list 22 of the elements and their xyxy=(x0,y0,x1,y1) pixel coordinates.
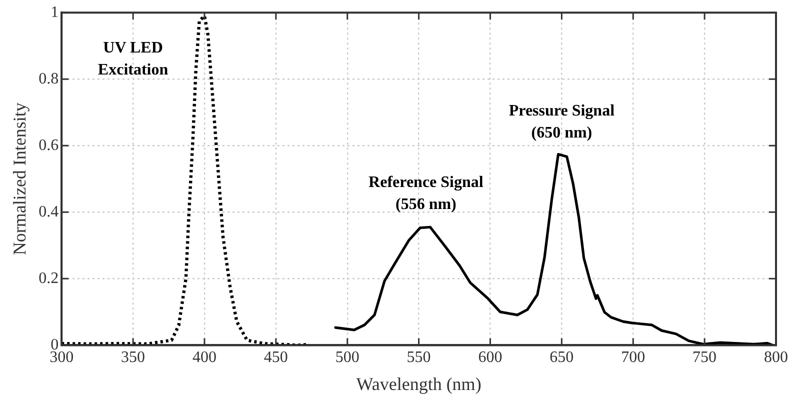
x-tick-label: 500 xyxy=(335,349,360,366)
y-tick-label: 0.6 xyxy=(38,136,59,154)
x-tick-label: 450 xyxy=(264,349,288,366)
annotation: Reference Signal (556 nm) xyxy=(368,174,484,214)
y-tick-label: 0.4 xyxy=(38,203,59,220)
x-tick-label: 650 xyxy=(550,349,574,366)
y-tick-label: 0.2 xyxy=(38,270,59,287)
x-tick-label: 800 xyxy=(764,349,788,366)
x-tick-label: 400 xyxy=(192,349,216,366)
annotation: Pressure Signal (650 nm) xyxy=(508,102,616,142)
y-axis-title: Normalized Intensity xyxy=(10,102,30,256)
x-tick-label: 300 xyxy=(50,349,74,366)
y-tick-label: 0.8 xyxy=(38,70,59,88)
x-tick-label: 750 xyxy=(692,349,717,366)
annotation: UV LED Excitation xyxy=(98,39,168,78)
x-tick-label: 600 xyxy=(478,349,502,366)
x-tick-label: 350 xyxy=(121,349,146,366)
y-tick-label: 1 xyxy=(50,4,59,21)
x-tick-label: 550 xyxy=(406,349,431,366)
x-axis-title: Wavelength (nm) xyxy=(356,374,482,394)
x-tick-label: 700 xyxy=(621,349,646,366)
line-series xyxy=(62,14,309,346)
